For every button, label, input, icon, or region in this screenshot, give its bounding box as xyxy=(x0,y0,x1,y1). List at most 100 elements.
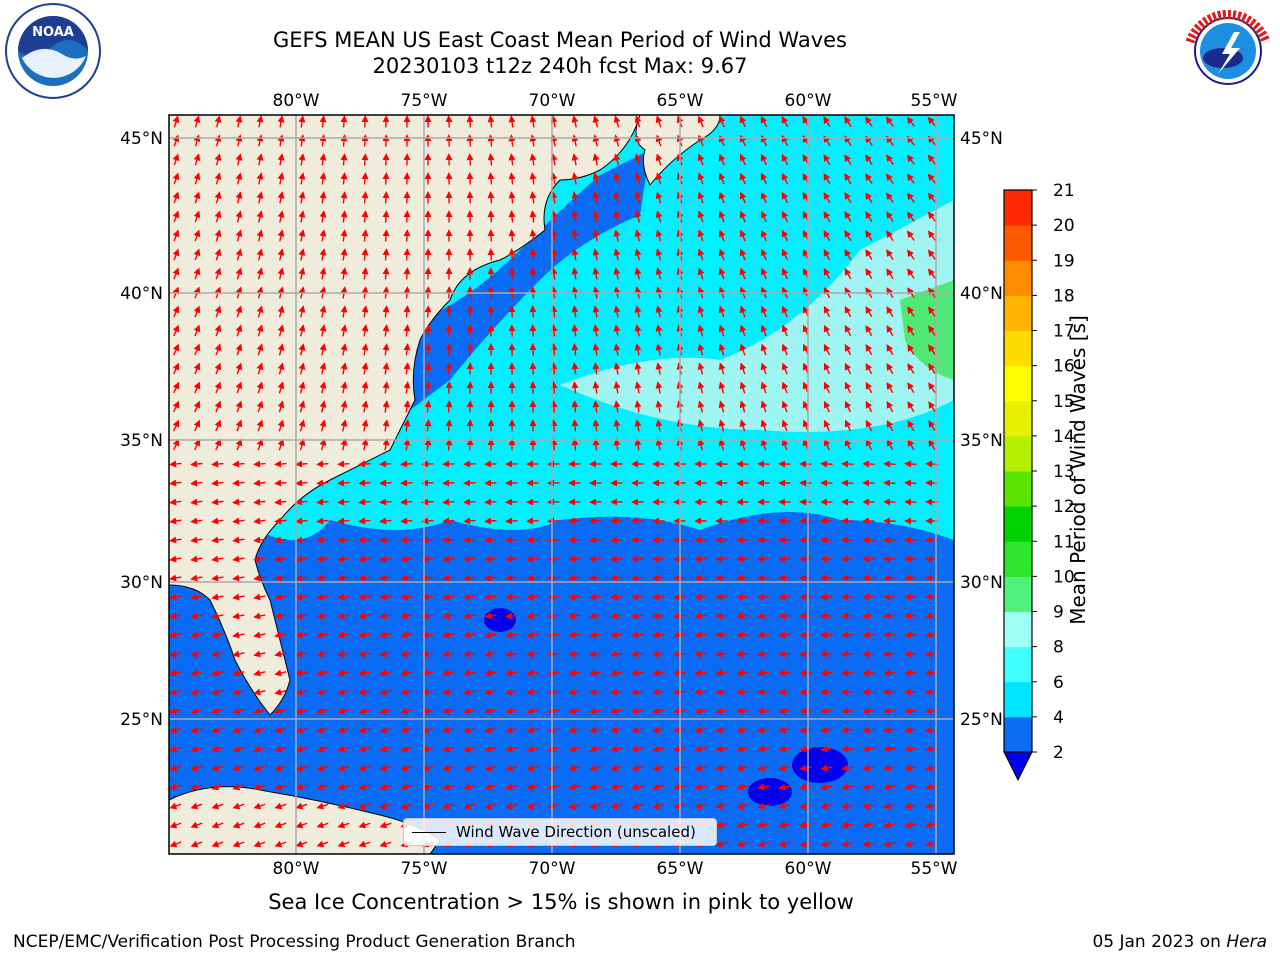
wave-direction-arrow xyxy=(465,540,476,541)
wave-direction-arrow xyxy=(717,578,728,579)
wave-direction-arrow xyxy=(449,345,450,356)
wave-direction-arrow xyxy=(486,502,497,503)
lat-label-left: 35°N xyxy=(120,431,163,451)
wave-direction-arrow xyxy=(386,250,387,261)
wave-direction-arrow xyxy=(696,559,707,560)
wave-direction-arrow xyxy=(360,483,371,484)
wave-direction-arrow xyxy=(365,174,366,185)
wave-direction-arrow xyxy=(843,464,854,465)
dark-cell-1 xyxy=(792,747,848,783)
wave-direction-arrow xyxy=(407,250,408,261)
wave-direction-arrow xyxy=(465,502,476,503)
colorbar-segment xyxy=(1004,401,1032,437)
wave-direction-arrow xyxy=(512,231,513,242)
lon-label-top: 60°W xyxy=(785,91,832,111)
wave-direction-arrow xyxy=(533,326,534,337)
wave-direction-arrow xyxy=(822,654,833,655)
wave-direction-arrow xyxy=(717,616,728,617)
wave-direction-arrow xyxy=(570,540,581,541)
lat-label-right: 45°N xyxy=(960,129,1003,149)
wave-direction-arrow xyxy=(591,540,602,541)
wave-direction-arrow xyxy=(696,616,707,617)
wave-direction-arrow xyxy=(407,231,408,242)
lat-label-left: 25°N xyxy=(120,710,163,730)
colorbar-segment xyxy=(1004,541,1032,577)
lat-label-right: 30°N xyxy=(960,573,1003,593)
wave-direction-arrow xyxy=(906,464,917,465)
colorbar-segment xyxy=(1004,436,1032,472)
wave-direction-arrow xyxy=(402,464,413,465)
lon-label-top: 55°W xyxy=(911,91,958,111)
wave-direction-arrow xyxy=(554,421,555,432)
wave-direction-arrow xyxy=(470,440,471,451)
colorbar-label: Mean Period of Wind Waves [s] xyxy=(1066,315,1090,625)
wave-direction-arrow xyxy=(386,212,387,223)
wave-direction-arrow xyxy=(885,464,896,465)
lon-label-top: 80°W xyxy=(273,91,320,111)
wave-direction-arrow xyxy=(407,307,408,318)
wave-direction-arrow xyxy=(234,464,245,465)
dark-cell-2 xyxy=(748,778,792,806)
wave-direction-arrow xyxy=(885,654,896,655)
wave-direction-arrow xyxy=(528,521,539,522)
wave-direction-arrow xyxy=(906,483,917,484)
lon-label-bottom: 70°W xyxy=(529,859,576,879)
lat-label-left: 45°N xyxy=(120,129,163,149)
wave-direction-arrow xyxy=(386,193,387,204)
colorbar-segment xyxy=(1004,331,1032,367)
lat-label-right: 35°N xyxy=(960,431,1003,451)
wave-direction-arrow xyxy=(591,578,602,579)
dark-cell-3 xyxy=(484,608,516,632)
wave-direction-arrow xyxy=(339,502,350,503)
wave-direction-arrow xyxy=(402,521,413,522)
wave-direction-arrow xyxy=(365,117,366,128)
wave-direction-arrow xyxy=(612,578,623,579)
lon-label-bottom: 55°W xyxy=(911,859,958,879)
wave-direction-arrow xyxy=(885,616,896,617)
wave-direction-arrow xyxy=(491,231,492,242)
wave-direction-arrow xyxy=(486,521,497,522)
wave-direction-arrow xyxy=(470,402,471,413)
wave-direction-arrow xyxy=(864,654,875,655)
wave-direction-arrow xyxy=(407,269,408,280)
wave-direction-arrow xyxy=(318,483,329,484)
wave-direction-arrow xyxy=(780,635,791,636)
wave-direction-arrow xyxy=(822,464,833,465)
wave-direction-arrow xyxy=(444,540,455,541)
lon-label-bottom: 75°W xyxy=(401,859,448,879)
wave-direction-arrow xyxy=(386,155,387,166)
wave-direction-arrow xyxy=(449,136,450,147)
wave-direction-arrow xyxy=(491,174,492,185)
wave-direction-arrow xyxy=(449,402,450,413)
colorbar-segment xyxy=(1004,471,1032,507)
wave-direction-arrow xyxy=(554,402,555,413)
wave-direction-arrow xyxy=(843,635,854,636)
colorbar-segment xyxy=(1004,366,1032,402)
wave-direction-arrow xyxy=(381,520,392,521)
colorbar-tick-label: 19 xyxy=(1053,251,1075,271)
wave-direction-arrow xyxy=(570,559,581,560)
wave-direction-arrow xyxy=(428,345,429,356)
colorbar-under-triangle xyxy=(1004,752,1032,780)
wave-direction-arrow xyxy=(843,654,854,655)
wave-direction-arrow xyxy=(428,364,429,375)
wave-direction-arrow xyxy=(386,174,387,185)
wave-direction-arrow xyxy=(344,117,345,128)
wave-direction-arrow xyxy=(696,597,707,598)
wave-direction-arrow xyxy=(381,483,392,484)
colorbar-segment xyxy=(1004,506,1032,542)
wave-direction-arrow xyxy=(554,364,555,375)
wave-direction-arrow xyxy=(575,402,576,413)
map-legend: Wind Wave Direction (unscaled) xyxy=(403,818,717,846)
wave-direction-arrow xyxy=(276,464,287,465)
wave-direction-arrow xyxy=(885,635,896,636)
wave-direction-arrow xyxy=(512,307,513,318)
wave-direction-arrow xyxy=(654,597,665,598)
wave-direction-arrow xyxy=(533,307,534,318)
lon-label-bottom: 80°W xyxy=(273,859,320,879)
wave-direction-arrow xyxy=(759,578,770,579)
wave-direction-arrow xyxy=(528,540,539,541)
wave-direction-arrow xyxy=(549,540,560,541)
footer-date-text: 05 Jan 2023 on xyxy=(1092,932,1226,952)
lat-label-right: 40°N xyxy=(960,284,1003,304)
